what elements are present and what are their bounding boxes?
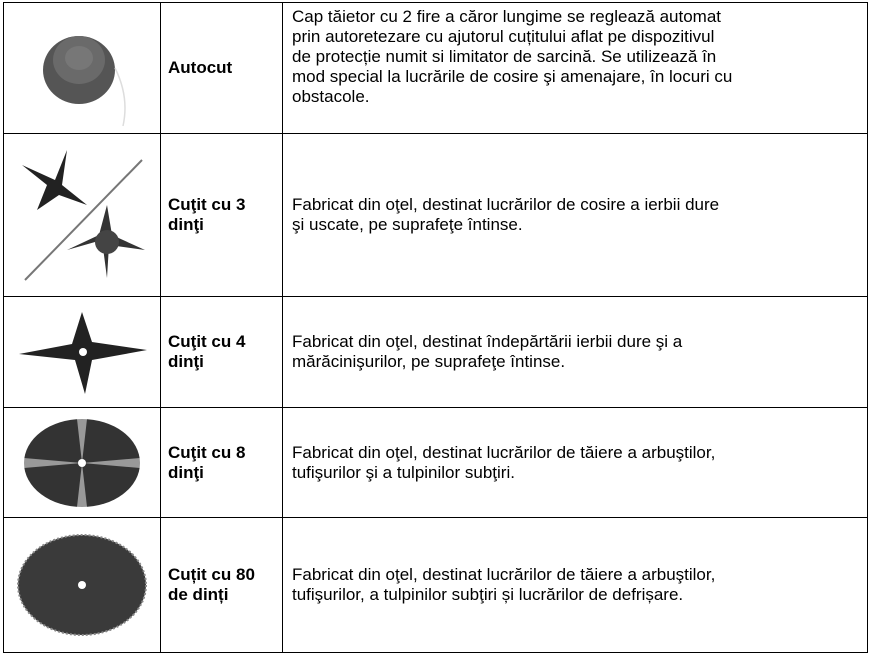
description-line: mod special la lucrările de cosire şi am…	[292, 67, 733, 86]
description-line: Fabricat din oţel, destinat lucrărilor d…	[292, 565, 716, 584]
description-line: obstacole.	[292, 87, 370, 106]
description-line: prin autoretezare cu ajutorul cuțitului …	[292, 27, 715, 46]
product-image	[43, 36, 126, 127]
product-name: Cuţit cu 4	[168, 332, 246, 351]
description-line: Fabricat din oţel, destinat lucrărilor d…	[292, 195, 720, 214]
product-image	[19, 312, 147, 394]
name-cell: Cuţit cu 3 dinţi	[160, 133, 283, 297]
product-name: dinţi	[168, 462, 204, 482]
name-cell: Autocut	[160, 2, 283, 134]
product-name: Cuțit cu 80	[168, 565, 255, 584]
cutting-heads-table: Autocut Cap tăietor cu 2 fire a căror lun…	[3, 2, 868, 653]
product-image	[22, 150, 145, 281]
product-name: Cuţit cu 3	[168, 195, 246, 214]
table-row: Cuţit cu 8 dinţi Fabricat din oţel, destin…	[3, 407, 868, 518]
description-line: tufişurilor, a tulpinilor subţiri și luc…	[292, 585, 684, 604]
product-name: Cuţit cu 8	[168, 442, 246, 462]
description-line: Fabricat din oţel, destinat lucrărilor d…	[292, 442, 716, 462]
name-cell: Cuţit cu 8 dinţi	[160, 407, 283, 518]
product-name: dinţi	[168, 352, 204, 371]
table-row: Cuţit cu 4 dinţi Fabricat din oţel, destin…	[3, 296, 868, 408]
description-line: tufişurilor şi a tulpinilor subţiri.	[292, 462, 515, 482]
table-body: Autocut Cap tăietor cu 2 fire a căror lun…	[3, 2, 868, 653]
image-cell	[3, 407, 161, 518]
description-cell: Fabricat din oţel, destinat lucrărilor d…	[282, 133, 868, 297]
description-line: şi uscate, pe suprafeţe întinse.	[292, 215, 523, 234]
image-cell	[3, 133, 161, 297]
description-cell: Fabricat din oţel, destinat lucrărilor d…	[282, 517, 868, 653]
name-cell: Cuțit cu 80 de dinți	[160, 517, 283, 653]
description-line: Fabricat din oţel, destinat îndepărtării…	[292, 332, 683, 351]
description-line: mărăcinişurilor, pe suprafeţe întinse.	[292, 352, 566, 371]
table-row: Autocut Cap tăietor cu 2 fire a căror lun…	[3, 2, 868, 134]
product-image	[24, 418, 140, 507]
description-line: Cap tăietor cu 2 fire a căror lungime se…	[292, 7, 722, 26]
image-cell	[3, 517, 161, 653]
product-name: Autocut	[168, 58, 233, 77]
description-cell: Cap tăietor cu 2 fire a căror lungime se…	[282, 2, 868, 134]
table-row: Cuțit cu 80 de dinți Fabricat din oţel, de…	[3, 517, 868, 653]
image-cell	[3, 2, 161, 134]
product-image	[17, 534, 147, 636]
product-name: dinţi	[168, 215, 204, 234]
name-cell: Cuţit cu 4 dinţi	[160, 296, 283, 408]
table-row: Cuţit cu 3 dinţi Fabricat din oţel, destin…	[3, 133, 868, 297]
product-name: de dinți	[168, 585, 229, 604]
image-cell	[3, 296, 161, 408]
description-cell: Fabricat din oţel, destinat îndepărtării…	[282, 296, 868, 408]
description-cell: Fabricat din oţel, destinat lucrărilor d…	[282, 407, 868, 518]
description-line: de protecție numit si limitator de sarci…	[292, 47, 717, 66]
